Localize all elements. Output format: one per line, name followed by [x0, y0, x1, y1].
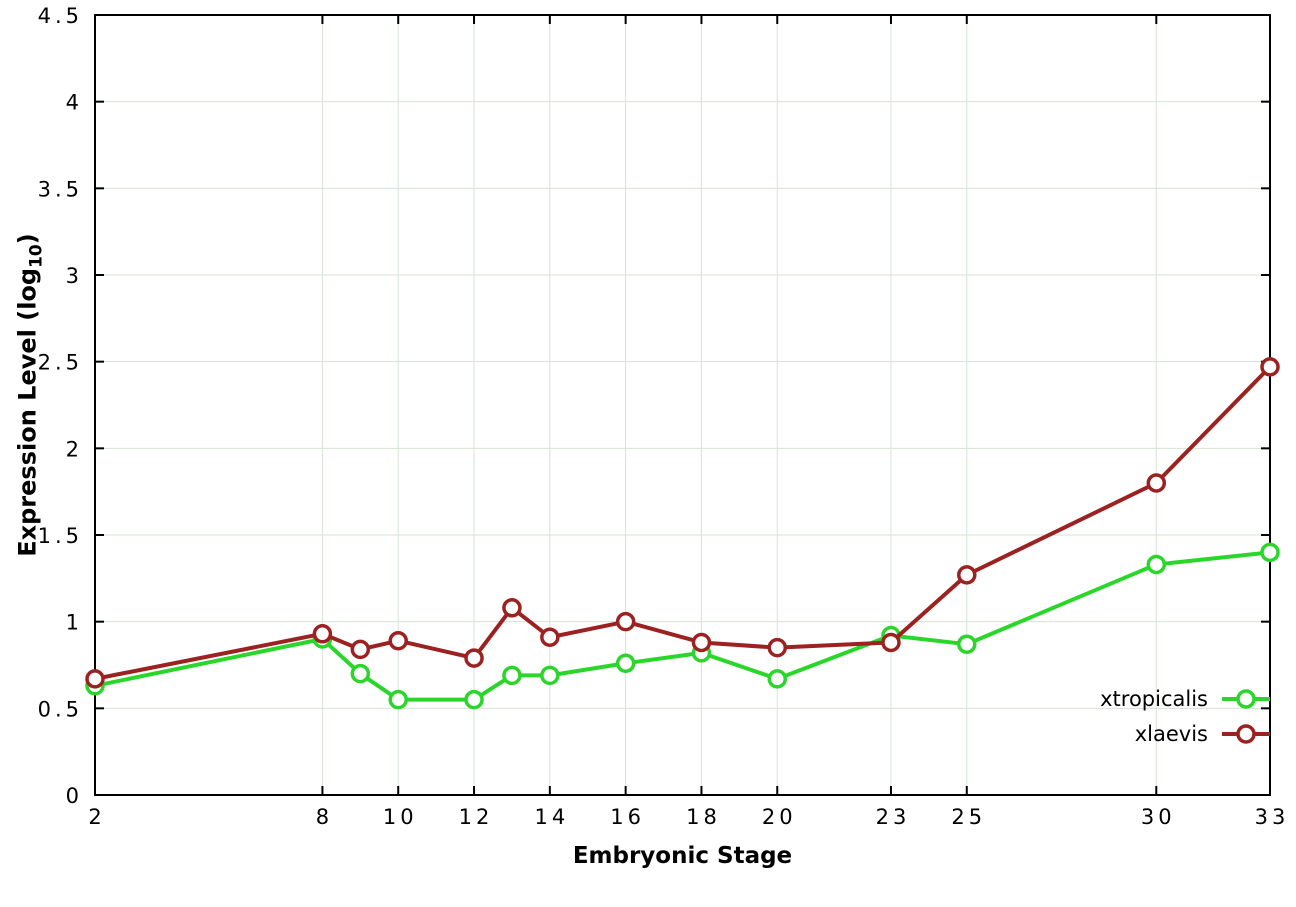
data-point [350, 663, 371, 684]
y-axis-title: Expression Level (log10) [14, 233, 47, 556]
data-point [502, 665, 522, 686]
svg-text:30: 30 [1141, 805, 1176, 829]
data-point [691, 632, 712, 653]
gridlines [94, 14, 1271, 796]
data-point [615, 611, 636, 632]
svg-text:16: 16 [610, 805, 645, 829]
svg-text:33: 33 [1255, 805, 1290, 829]
data-point [881, 632, 901, 653]
data-point [767, 637, 788, 658]
y-axis-title-subscript: 10 [26, 244, 47, 268]
legend: xtropicalis xlaevis [1100, 686, 1272, 747]
data-point [350, 639, 371, 660]
svg-text:0.5: 0.5 [38, 697, 83, 721]
svg-text:25: 25 [951, 805, 986, 829]
svg-text:3.5: 3.5 [38, 177, 83, 201]
svg-text:2: 2 [66, 437, 83, 461]
y-axis-title-text: Expression Level (log [13, 267, 42, 557]
data-point [767, 669, 788, 689]
svg-text:1.5: 1.5 [38, 524, 83, 548]
legend-item-xlaevis: xlaevis [1135, 721, 1272, 747]
series-line [93, 364, 1272, 681]
data-point [540, 665, 560, 686]
data-point [388, 630, 408, 651]
legend-sample-xtropicalis [1222, 689, 1270, 709]
x-tick-labels: 2 8 10 12 14 16 18 20 23 25 30 33 [88, 805, 1290, 829]
series-xlaevis [85, 357, 1280, 689]
data-point [540, 627, 560, 648]
x-axis-title: Embryonic Stage [572, 843, 793, 869]
data-point [464, 689, 484, 710]
svg-text:4.5: 4.5 [38, 4, 83, 28]
svg-text:1: 1 [66, 611, 83, 635]
data-point [312, 624, 333, 644]
svg-text:2.5: 2.5 [38, 351, 83, 375]
series-xtropicalis [85, 542, 1280, 710]
svg-text:10: 10 [383, 805, 418, 829]
svg-text:18: 18 [686, 805, 721, 829]
data-point [388, 689, 408, 710]
svg-text:2: 2 [88, 805, 105, 829]
legend-label-xlaevis: xlaevis [1134, 722, 1208, 746]
legend-label-xtropicalis: xtropicalis [1100, 687, 1208, 711]
data-point [1146, 554, 1167, 575]
svg-text:23: 23 [876, 805, 911, 829]
y-tick-labels: 0 0.5 1 1.5 2 2.5 3 3.5 4 4.5 [38, 4, 83, 808]
data-point [464, 648, 484, 668]
series-line [93, 550, 1272, 702]
data-point [957, 634, 977, 654]
svg-text:0: 0 [66, 784, 83, 808]
legend-point-sample [1236, 689, 1256, 709]
svg-text:14: 14 [534, 805, 569, 829]
tick-marks [94, 14, 1271, 796]
svg-text:3: 3 [66, 264, 83, 288]
legend-point-sample [1236, 724, 1256, 744]
data-point [1146, 473, 1167, 493]
data-point [1260, 542, 1280, 563]
data-point [502, 598, 522, 618]
svg-text:8: 8 [316, 805, 333, 829]
svg-text:20: 20 [762, 805, 797, 829]
legend-item-xtropicalis: xtropicalis [1100, 686, 1272, 712]
legend-sample-xlaevis [1222, 724, 1270, 744]
plot-border [94, 14, 1271, 796]
svg-text:12: 12 [459, 805, 494, 829]
data-point [615, 653, 636, 674]
svg-text:4: 4 [66, 91, 83, 115]
data-point [85, 669, 105, 689]
data-point [957, 565, 977, 585]
data-point [1260, 357, 1280, 377]
y-axis-title-suffix: ) [13, 233, 42, 245]
